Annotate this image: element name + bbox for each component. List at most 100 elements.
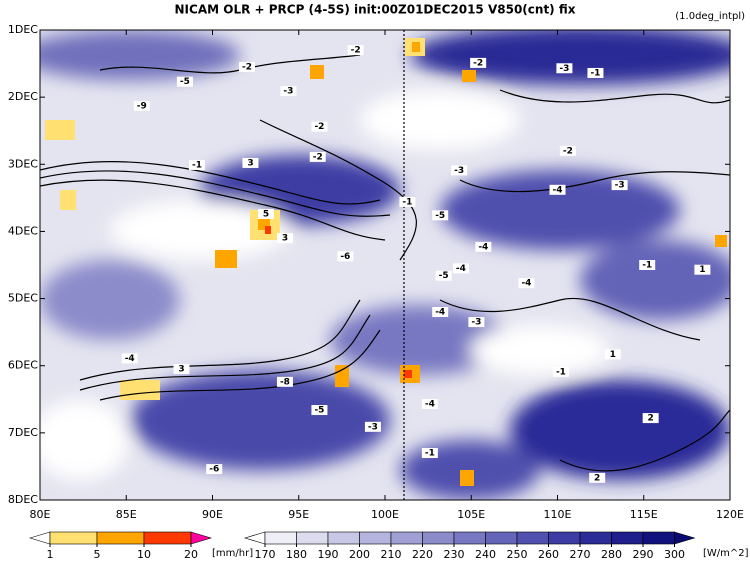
colorbar-unit: [W/m^2] — [703, 548, 749, 559]
contour-label-bg — [280, 86, 297, 97]
colorbar-label: 220 — [412, 548, 433, 561]
colorbar-label: 280 — [601, 548, 622, 561]
contour-label-bg — [556, 63, 573, 74]
x-tick-label: 115E — [630, 508, 658, 521]
contour-label: 2 — [648, 414, 654, 424]
contour-label-bg — [173, 364, 190, 375]
y-tick-label: 2DEC — [8, 90, 38, 103]
colorbar-arrow — [243, 531, 266, 545]
contour-label: -4 — [478, 242, 488, 252]
contour-label: -3 — [471, 318, 481, 328]
contour-label: -3 — [559, 64, 569, 74]
contour-label-bg — [435, 270, 452, 281]
contour-label-bg — [694, 264, 711, 275]
contour-label: -9 — [137, 101, 147, 111]
colorbar-label: 180 — [286, 548, 307, 561]
contour-label-bg — [549, 184, 566, 195]
colorbar-segment — [611, 531, 644, 545]
contour-label-bg — [587, 67, 604, 78]
colorbar-label: 200 — [349, 548, 370, 561]
colorbar-segment — [453, 531, 486, 545]
colorbar-label: 10 — [137, 548, 151, 561]
contour-label-bg — [611, 180, 628, 191]
colorbar-segment — [96, 531, 145, 545]
contour-label-bg — [639, 260, 656, 270]
y-tick-label: 5DEC — [8, 292, 38, 305]
contour-label: 3 — [282, 234, 288, 244]
colorbar-segment — [390, 531, 423, 545]
contour-label: -2 — [351, 46, 361, 56]
contour-label-bg — [206, 464, 223, 475]
x-tick-label: 90E — [202, 508, 223, 521]
colorbar-label: 210 — [381, 548, 402, 561]
contour-label: -8 — [280, 377, 290, 387]
contour-label: -1 — [642, 261, 652, 271]
y-tick-label: 4DEC — [8, 224, 38, 237]
contour-label: -2 — [314, 122, 324, 132]
y-tick-label: 3DEC — [8, 157, 38, 170]
contour-label-bg — [337, 251, 354, 262]
contour-label-bg — [432, 307, 449, 317]
contour-label: -1 — [192, 160, 202, 170]
colorbar-arrow — [674, 531, 696, 545]
colorbar-segment — [143, 531, 192, 545]
colorbar-label: 1 — [47, 548, 54, 561]
x-tick-label: 120E — [716, 508, 744, 521]
colorbar-arrow — [28, 531, 51, 545]
contour-label-bg — [559, 145, 576, 156]
contour-label-bg — [311, 121, 328, 132]
contour-label-bg — [452, 263, 469, 274]
colorbar-segment — [548, 531, 581, 545]
contour-label-bg — [309, 151, 326, 162]
colorbar-segment — [359, 531, 392, 545]
contour-label: 3 — [247, 158, 253, 168]
colorbar-label: 300 — [664, 548, 685, 561]
contour-label-bg — [604, 349, 621, 360]
contour-label: -3 — [283, 87, 293, 97]
x-tick-label: 105E — [457, 508, 485, 521]
contour-label: -4 — [456, 264, 466, 274]
colorbar-segment — [642, 531, 675, 545]
contour-label: -2 — [242, 62, 252, 72]
y-tick-label: 8DEC — [8, 493, 38, 506]
contour-label: -6 — [340, 252, 350, 262]
contour-label: -3 — [615, 181, 625, 191]
colorbar-label: 230 — [444, 548, 465, 561]
colorbar-label: 5 — [94, 548, 101, 561]
contour-label-bg — [421, 398, 438, 409]
colorbar-label: 290 — [633, 548, 654, 561]
contour-label-bg — [242, 157, 259, 168]
contour-label-bg — [475, 241, 492, 252]
field — [40, 30, 730, 500]
contour-label-bg — [470, 57, 487, 68]
contour-label-bg — [589, 472, 606, 483]
contour-label: -1 — [402, 197, 412, 207]
colorbar-segment — [485, 531, 518, 545]
contour-label: 1 — [699, 265, 705, 275]
contour-label: 2 — [594, 473, 600, 483]
y-tick-label: 6DEC — [8, 359, 38, 372]
contour-label-bg — [257, 208, 274, 219]
contour-label: -2 — [473, 58, 483, 68]
colorbar-segment — [327, 531, 360, 545]
contour-label: -1 — [425, 449, 435, 459]
contour-label: -3 — [454, 166, 464, 176]
colorbar-label: 270 — [570, 548, 591, 561]
colorbar-label: 170 — [255, 548, 276, 561]
contour-label-bg — [121, 353, 138, 364]
contour-label-bg — [276, 376, 293, 387]
contour-label-bg — [364, 421, 381, 432]
x-tick-label: 110E — [544, 508, 572, 521]
colorbar-label: 240 — [475, 548, 496, 561]
contour-label-bg — [276, 233, 293, 244]
contour-label-bg — [421, 448, 438, 458]
contour-label: -4 — [425, 399, 435, 409]
colorbar-segment — [422, 531, 455, 545]
contour-label-bg — [552, 366, 569, 377]
contour-label: -5 — [180, 77, 190, 87]
colorbar-segment — [264, 531, 297, 545]
contour-label-bg — [468, 317, 485, 328]
chart-subtitle: (1.0deg_intpl) — [675, 11, 745, 22]
contour-label: 3 — [178, 365, 184, 375]
